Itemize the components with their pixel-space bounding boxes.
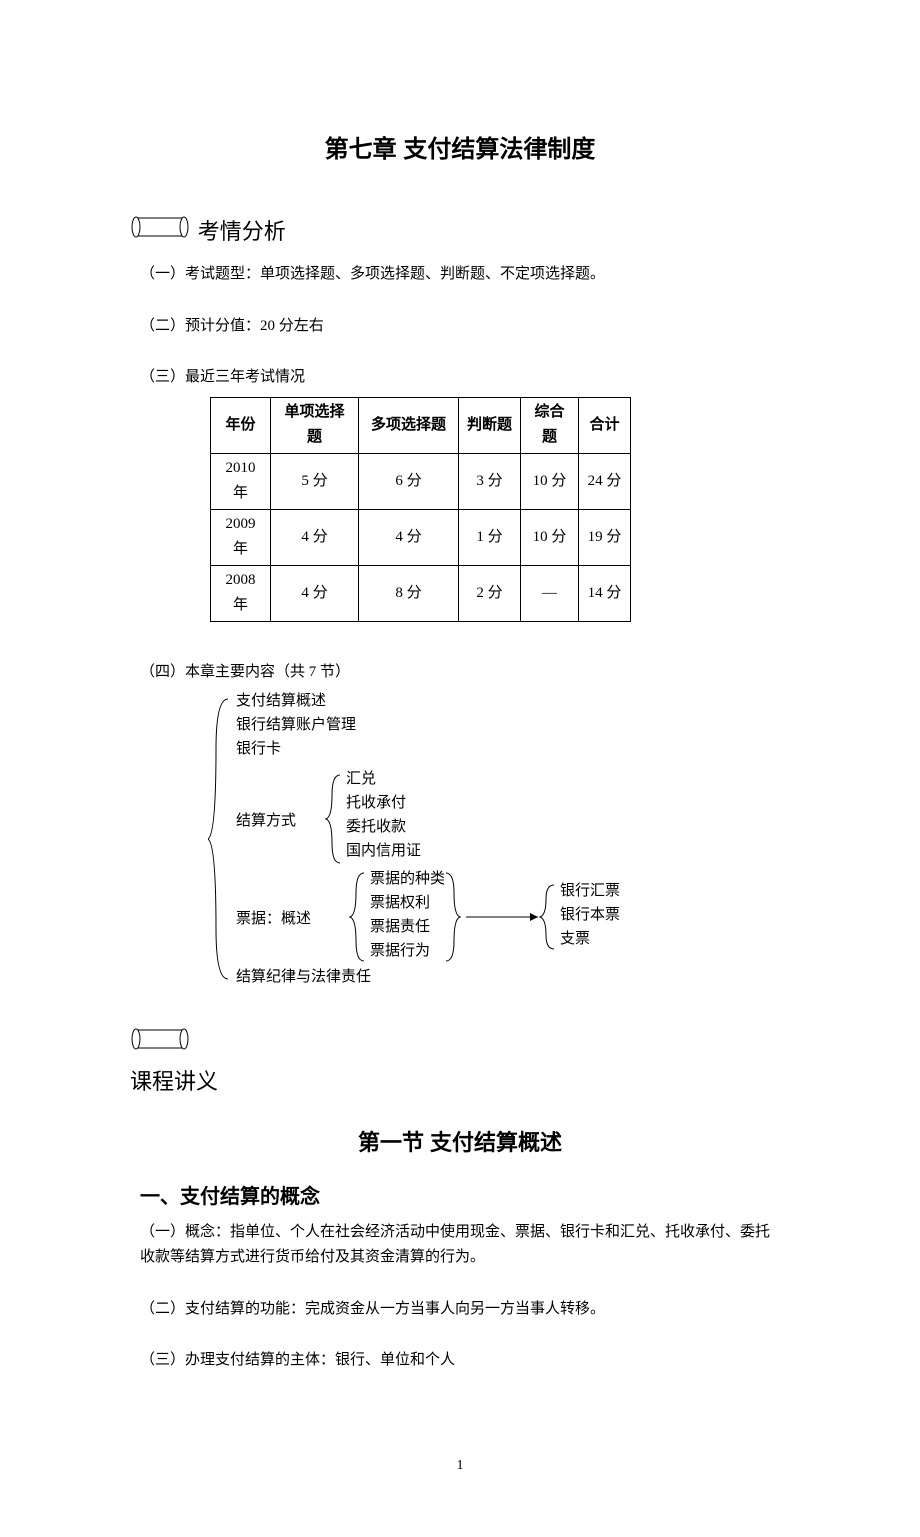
- cell: 1 分: [459, 509, 521, 565]
- cell: 4 分: [271, 565, 359, 621]
- cell: 10 分: [521, 453, 579, 509]
- section-header-exam-analysis: 考情分析: [130, 211, 780, 251]
- tree-label-jiesuan: 结算方式: [236, 809, 296, 833]
- analysis-item-3: （三）最近三年考试情况: [140, 365, 780, 391]
- section-header-lecture: 课程讲义: [130, 1023, 780, 1100]
- content-tree: 支付结算概述 银行结算账户管理 银行卡 结算方式 汇兑 托收承付 委托收款 国内…: [208, 689, 778, 989]
- cell: 2010 年: [211, 453, 271, 509]
- table-header-row: 年份 单项选择题 多项选择题 判断题 综合题 合计: [211, 397, 631, 453]
- analysis-item-1: （一）考试题型：单项选择题、多项选择题、判断题、不定项选择题。: [140, 262, 780, 288]
- cell: 4 分: [359, 509, 459, 565]
- cell: 24 分: [579, 453, 631, 509]
- tree-item: 委托收款: [346, 815, 406, 839]
- tree-item: 支票: [560, 927, 590, 951]
- tree-item: 银行本票: [560, 903, 620, 927]
- tree-item: 银行结算账户管理: [236, 713, 356, 737]
- th-judge: 判断题: [459, 397, 521, 453]
- cell: 14 分: [579, 565, 631, 621]
- th-single: 单项选择题: [271, 397, 359, 453]
- tree-item: 票据的种类: [370, 867, 445, 891]
- tree-item: 支付结算概述: [236, 689, 326, 713]
- scroll-icon: [130, 1023, 190, 1067]
- cell: —: [521, 565, 579, 621]
- scroll-icon: [130, 211, 190, 255]
- th-multi: 多项选择题: [359, 397, 459, 453]
- tree-item: 票据行为: [370, 939, 430, 963]
- cell: 4 分: [271, 509, 359, 565]
- body-p2: （二）支付结算的功能：完成资金从一方当事人向另一方当事人转移。: [140, 1297, 780, 1323]
- tree-item: 票据责任: [370, 915, 430, 939]
- table-row: 2009 年 4 分 4 分 1 分 10 分 19 分: [211, 509, 631, 565]
- page-number: 1: [140, 1454, 780, 1478]
- exam-analysis-label: 考情分析: [198, 213, 286, 250]
- tree-item: 国内信用证: [346, 839, 421, 863]
- cell: 2008 年: [211, 565, 271, 621]
- tree-item: 银行卡: [236, 737, 281, 761]
- tree-item: 托收承付: [346, 791, 406, 815]
- cell: 10 分: [521, 509, 579, 565]
- table-row: 2010 年 5 分 6 分 3 分 10 分 24 分: [211, 453, 631, 509]
- lecture-label: 课程讲义: [130, 1063, 218, 1100]
- cell: 5 分: [271, 453, 359, 509]
- tree-item: 结算纪律与法律责任: [236, 965, 371, 989]
- cell: 8 分: [359, 565, 459, 621]
- exam-history-table: 年份 单项选择题 多项选择题 判断题 综合题 合计 2010 年 5 分 6 分…: [210, 397, 631, 622]
- cell: 6 分: [359, 453, 459, 509]
- th-comp: 综合题: [521, 397, 579, 453]
- heading-concept: 一、支付结算的概念: [140, 1180, 780, 1214]
- cell: 3 分: [459, 453, 521, 509]
- chapter-title: 第七章 支付结算法律制度: [140, 130, 780, 171]
- section-1-title: 第一节 支付结算概述: [140, 1124, 780, 1161]
- th-year: 年份: [211, 397, 271, 453]
- table-row: 2008 年 4 分 8 分 2 分 — 14 分: [211, 565, 631, 621]
- cell: 19 分: [579, 509, 631, 565]
- tree-item: 银行汇票: [560, 879, 620, 903]
- tree-label-piaoju: 票据：概述: [236, 907, 311, 931]
- analysis-item-4: （四）本章主要内容（共 7 节）: [140, 660, 780, 686]
- th-total: 合计: [579, 397, 631, 453]
- cell: 2009 年: [211, 509, 271, 565]
- tree-item: 票据权利: [370, 891, 430, 915]
- tree-item: 汇兑: [346, 767, 376, 791]
- body-p1: （一）概念：指单位、个人在社会经济活动中使用现金、票据、银行卡和汇兑、托收承付、…: [140, 1220, 780, 1271]
- cell: 2 分: [459, 565, 521, 621]
- body-p3: （三）办理支付结算的主体：银行、单位和个人: [140, 1348, 780, 1374]
- analysis-item-2: （二）预计分值：20 分左右: [140, 314, 780, 340]
